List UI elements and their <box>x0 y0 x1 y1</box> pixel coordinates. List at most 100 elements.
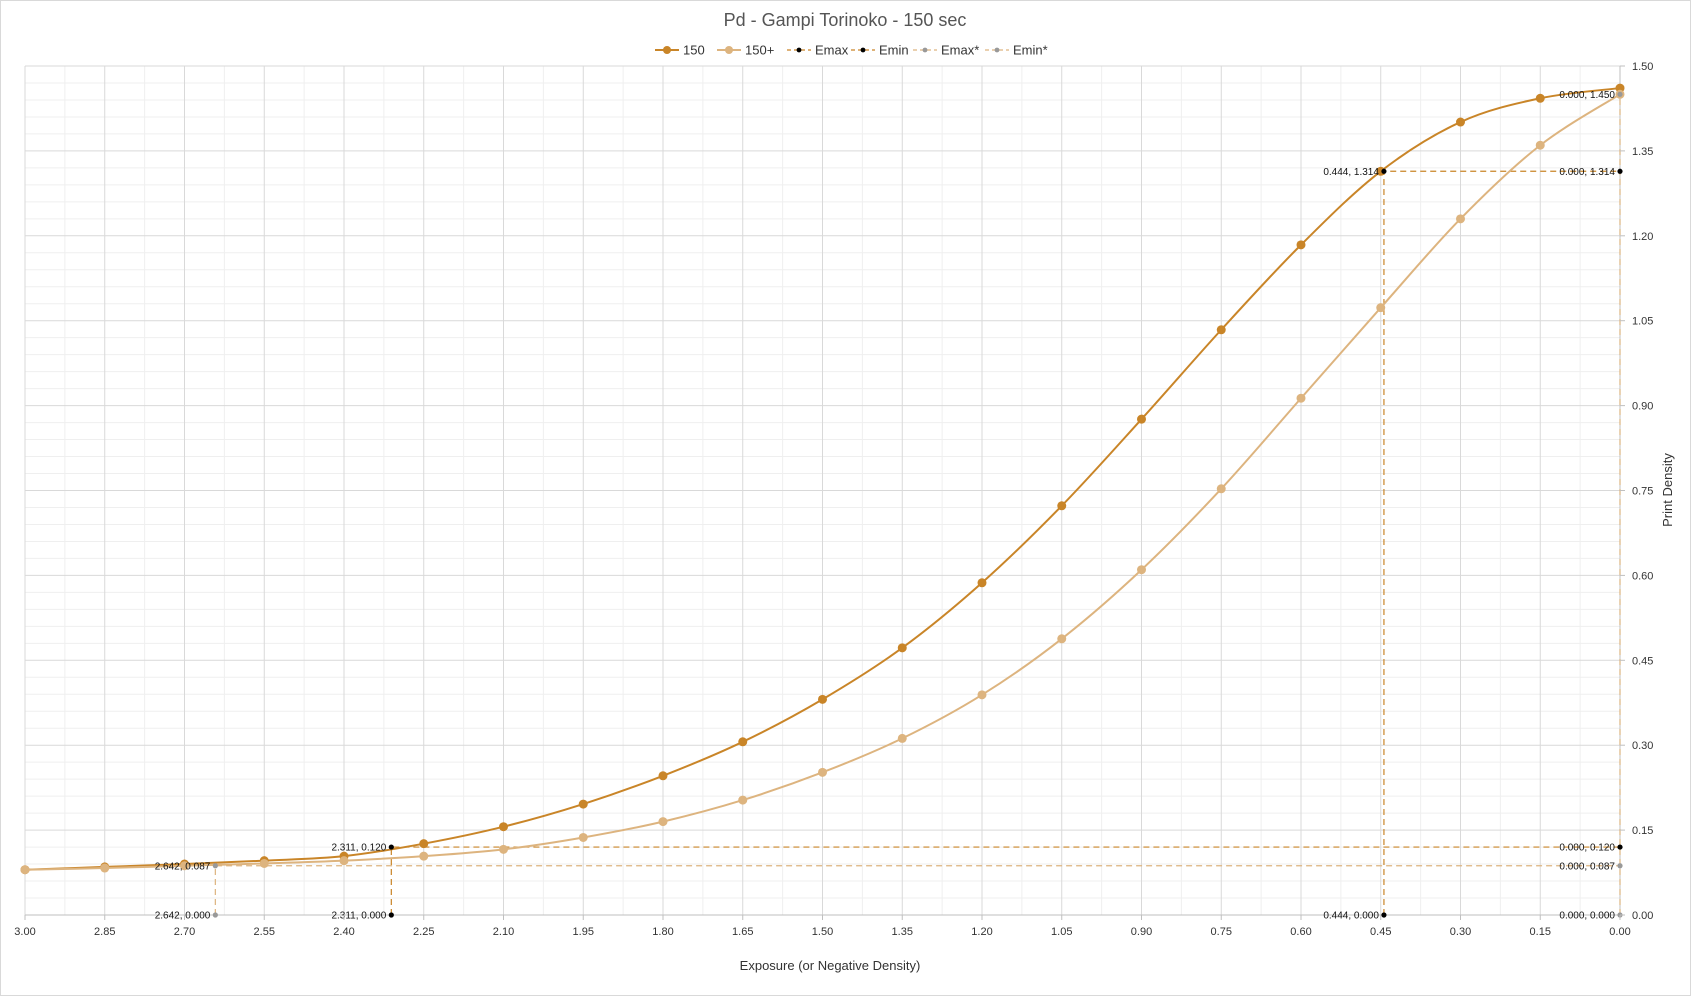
legend-item-emax-star[interactable]: Emax* <box>913 43 979 58</box>
legend-label: Emin <box>879 43 909 58</box>
annotation-emin-star: 2.642, 0.000 2.642, 0.087 0.000, 0.087 <box>155 861 1623 922</box>
x-tick-label: 3.00 <box>14 926 35 938</box>
annotation-label: 2.311, 0.120 <box>331 843 386 854</box>
x-tick-label: 1.35 <box>892 926 913 938</box>
data-point <box>1137 565 1146 575</box>
series-150 <box>20 83 1625 875</box>
annotation-point <box>388 844 394 850</box>
annotation-label: 0.000, 0.000 <box>1559 911 1615 922</box>
data-point <box>897 733 907 743</box>
data-point <box>818 767 827 777</box>
annotation-emin: 2.311, 0.000 2.311, 0.120 0.000, 0.120 <box>331 843 1623 922</box>
tick-labels: 3.00 2.85 2.70 2.55 2.40 2.25 2.10 1.95 1.80 1.65… <box>14 61 1653 938</box>
annotation-label: 0.000, 0.120 <box>1559 843 1615 854</box>
annotation-point <box>1617 863 1623 869</box>
data-point <box>658 817 668 827</box>
grid <box>24 65 1621 916</box>
x-tick-label: 0.60 <box>1290 926 1311 938</box>
legend-swatch-marker <box>796 47 802 53</box>
annotation-label: 0.000, 0.087 <box>1559 861 1615 872</box>
annotation-label: 0.444, 1.314 <box>1323 167 1379 178</box>
data-point <box>499 822 508 832</box>
x-tick-label: 0.45 <box>1370 926 1391 938</box>
legend[interactable]: 150 150+ Emax Emin Emax* Emin* <box>655 43 1048 58</box>
legend-item-emin-star[interactable]: Emin* <box>985 43 1048 58</box>
data-point <box>499 844 508 854</box>
x-tick-label: 0.30 <box>1450 926 1471 938</box>
data-point <box>897 643 907 653</box>
y-tick-label: 0.30 <box>1632 740 1653 752</box>
annotation-label: 2.642, 0.000 <box>155 911 211 922</box>
annotation-point <box>212 863 218 869</box>
x-tick-label: 1.95 <box>573 926 594 938</box>
data-point <box>1456 214 1465 224</box>
annotation-label: 2.311, 0.000 <box>331 911 386 922</box>
annotation-label: 0.000, 1.450 <box>1559 90 1615 101</box>
series-line-emin <box>390 846 1620 915</box>
y-tick-label: 1.50 <box>1632 61 1653 73</box>
y-tick-label: 1.05 <box>1632 316 1653 328</box>
data-point <box>100 863 110 873</box>
x-tick-label: 0.15 <box>1530 926 1551 938</box>
series-line-150-plus <box>24 93 1621 871</box>
annotation-point <box>1617 91 1623 97</box>
data-point <box>578 799 588 809</box>
legend-label: 150+ <box>745 43 774 58</box>
annotation-point <box>1617 844 1623 850</box>
legend-item-150[interactable]: 150 <box>655 43 705 58</box>
data-point <box>1057 634 1067 644</box>
data-point <box>180 861 189 871</box>
x-tick-label: 2.10 <box>493 926 514 938</box>
data-point <box>1456 117 1465 127</box>
annotation-label: 0.000, 1.314 <box>1559 167 1615 178</box>
annotation-label: 0.444, 0.000 <box>1323 911 1379 922</box>
x-tick-label: 2.25 <box>413 926 434 938</box>
legend-item-emin[interactable]: Emin <box>851 43 909 58</box>
data-point <box>339 856 349 866</box>
annotation-point <box>1381 912 1387 918</box>
y-tick-label: 0.60 <box>1632 570 1653 582</box>
data-point <box>20 865 30 875</box>
series-line-150 <box>24 87 1621 871</box>
data-point <box>977 578 987 588</box>
x-tick-label: 2.85 <box>94 926 115 938</box>
annotation-point <box>1617 168 1623 174</box>
legend-item-emax[interactable]: Emax <box>787 43 849 58</box>
series-150-plus <box>20 89 1625 875</box>
data-point <box>1615 83 1625 93</box>
legend-swatch-marker <box>663 46 671 54</box>
x-tick-label: 1.65 <box>732 926 753 938</box>
legend-swatch-marker <box>725 46 733 54</box>
data-point <box>419 851 429 861</box>
data-point <box>1535 93 1545 103</box>
annotation-emax: 0.444, 0.000 0.444, 1.314 0.000, 1.314 <box>1323 167 1623 922</box>
data-point <box>1296 240 1306 250</box>
x-tick-label: 1.50 <box>812 926 833 938</box>
x-tick-label: 0.75 <box>1211 926 1232 938</box>
y-tick-label: 1.35 <box>1632 146 1653 158</box>
y-tick-label: 1.20 <box>1632 231 1653 243</box>
y-axis-title: Print Density <box>1660 453 1675 527</box>
legend-swatch-marker <box>994 47 1000 53</box>
legend-item-150-plus[interactable]: 150+ <box>717 43 774 58</box>
annotation-label: 2.642, 0.087 <box>155 861 211 872</box>
y-tick-label: 0.75 <box>1632 486 1653 498</box>
legend-label: 150 <box>683 43 705 58</box>
x-tick-label: 0.00 <box>1609 926 1630 938</box>
data-point <box>259 858 269 868</box>
chart-title: Pd - Gampi Torinoko - 150 sec <box>724 10 967 30</box>
annotations: 0.444, 0.000 0.444, 1.314 0.000, 1.314 2.31… <box>155 90 1623 922</box>
y-tick-label: 0.90 <box>1632 401 1653 413</box>
x-tick-label: 1.20 <box>971 926 992 938</box>
data-point <box>1216 325 1226 335</box>
y-tick-label: 0.15 <box>1632 825 1653 837</box>
data-point <box>1376 303 1386 313</box>
annotation-point <box>1381 168 1387 174</box>
data-point <box>658 771 668 781</box>
data-point <box>1296 393 1306 403</box>
data-point <box>1535 140 1545 150</box>
data-point <box>1137 414 1146 424</box>
y-tick-label: 0.00 <box>1632 910 1653 922</box>
